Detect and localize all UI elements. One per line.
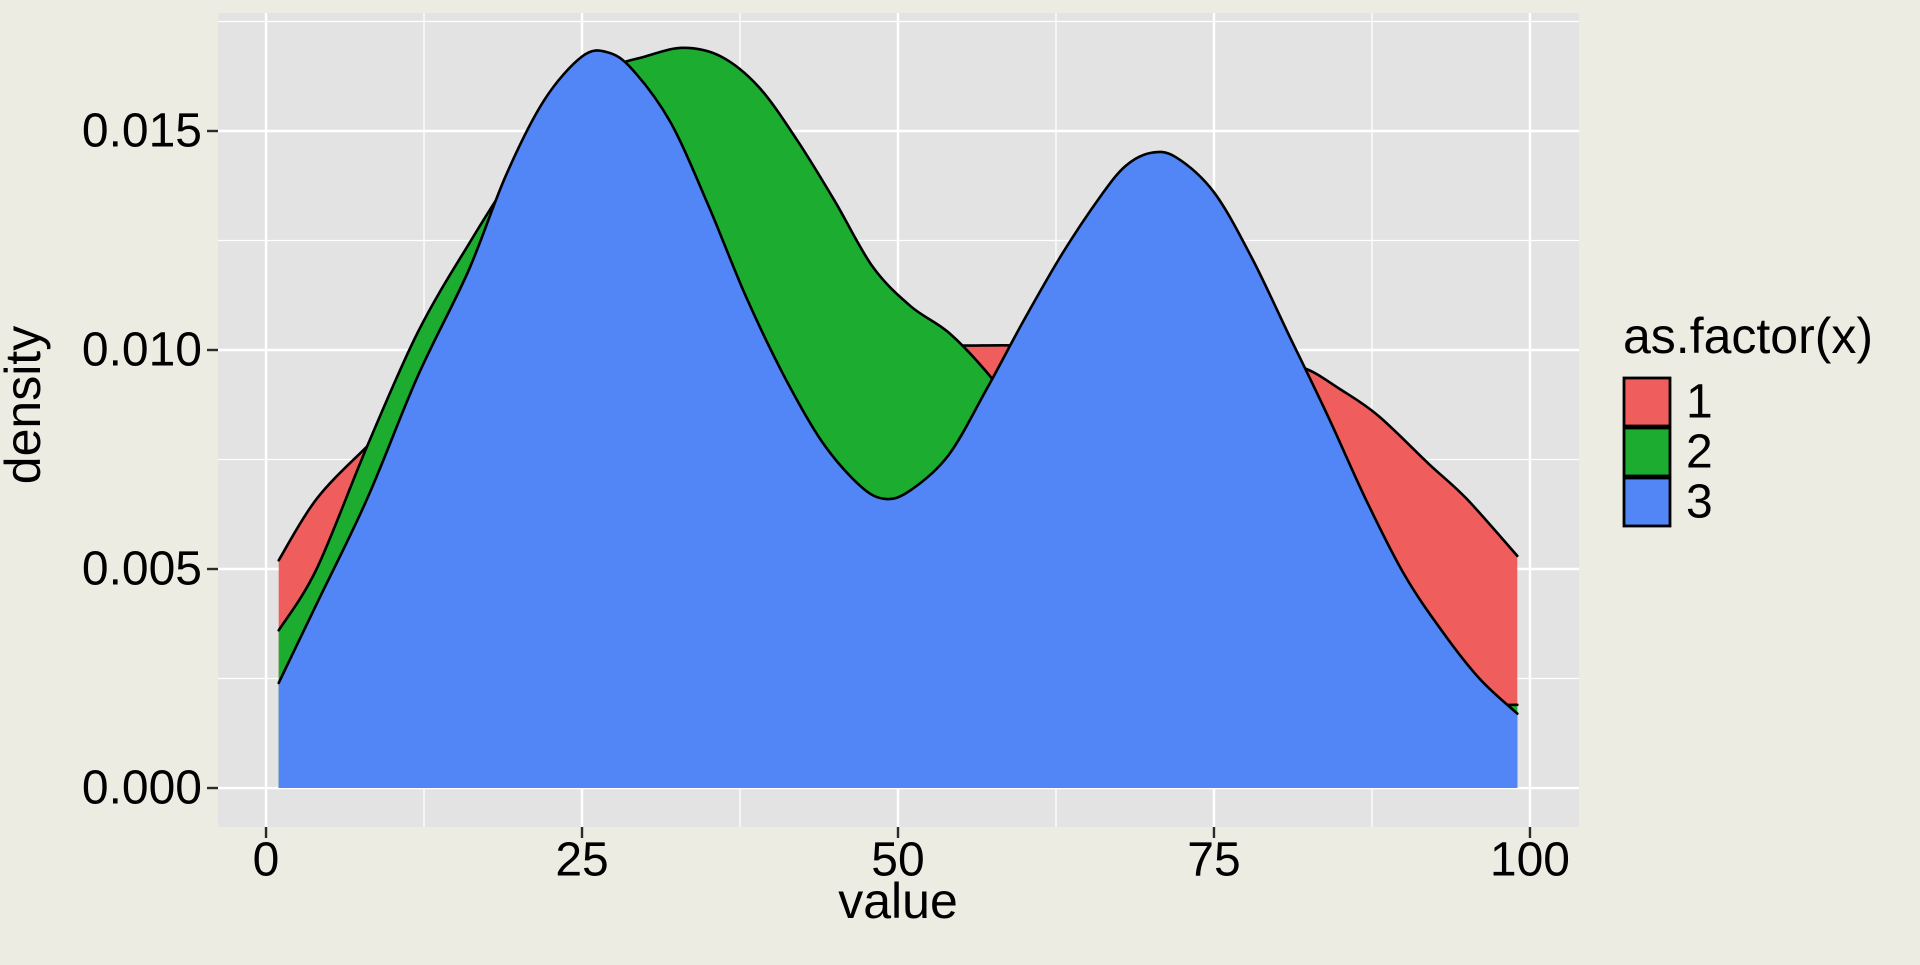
- density-areas: [277, 46, 1519, 789]
- y-tick-label: 0.010: [82, 324, 202, 377]
- density-area-3: [278, 50, 1518, 788]
- legend-label: 2: [1686, 426, 1713, 479]
- legend-key-1: [1622, 376, 1672, 428]
- x-tick-label: 100: [1490, 834, 1570, 887]
- legend-label: 3: [1686, 476, 1713, 529]
- x-tick-label: 0: [253, 834, 280, 887]
- x-tick-label: 25: [555, 834, 608, 887]
- y-tick-label: 0.000: [82, 762, 202, 815]
- legend-title: as.factor(x): [1623, 308, 1873, 364]
- x-tick-label: 75: [1187, 834, 1240, 887]
- x-axis-title: value: [838, 873, 958, 929]
- x-tick-label: 50: [871, 834, 924, 887]
- y-tick-label: 0.005: [82, 543, 202, 596]
- legend: as.factor(x) 123: [1622, 308, 1873, 529]
- legend-label: 1: [1686, 376, 1713, 429]
- axes: [207, 129, 1532, 838]
- y-axis-title: density: [0, 326, 51, 484]
- legend-key-2: [1622, 426, 1672, 478]
- density-outline-3: [277, 49, 1519, 715]
- legend-key-3: [1622, 476, 1672, 528]
- y-tick-label: 0.015: [82, 105, 202, 158]
